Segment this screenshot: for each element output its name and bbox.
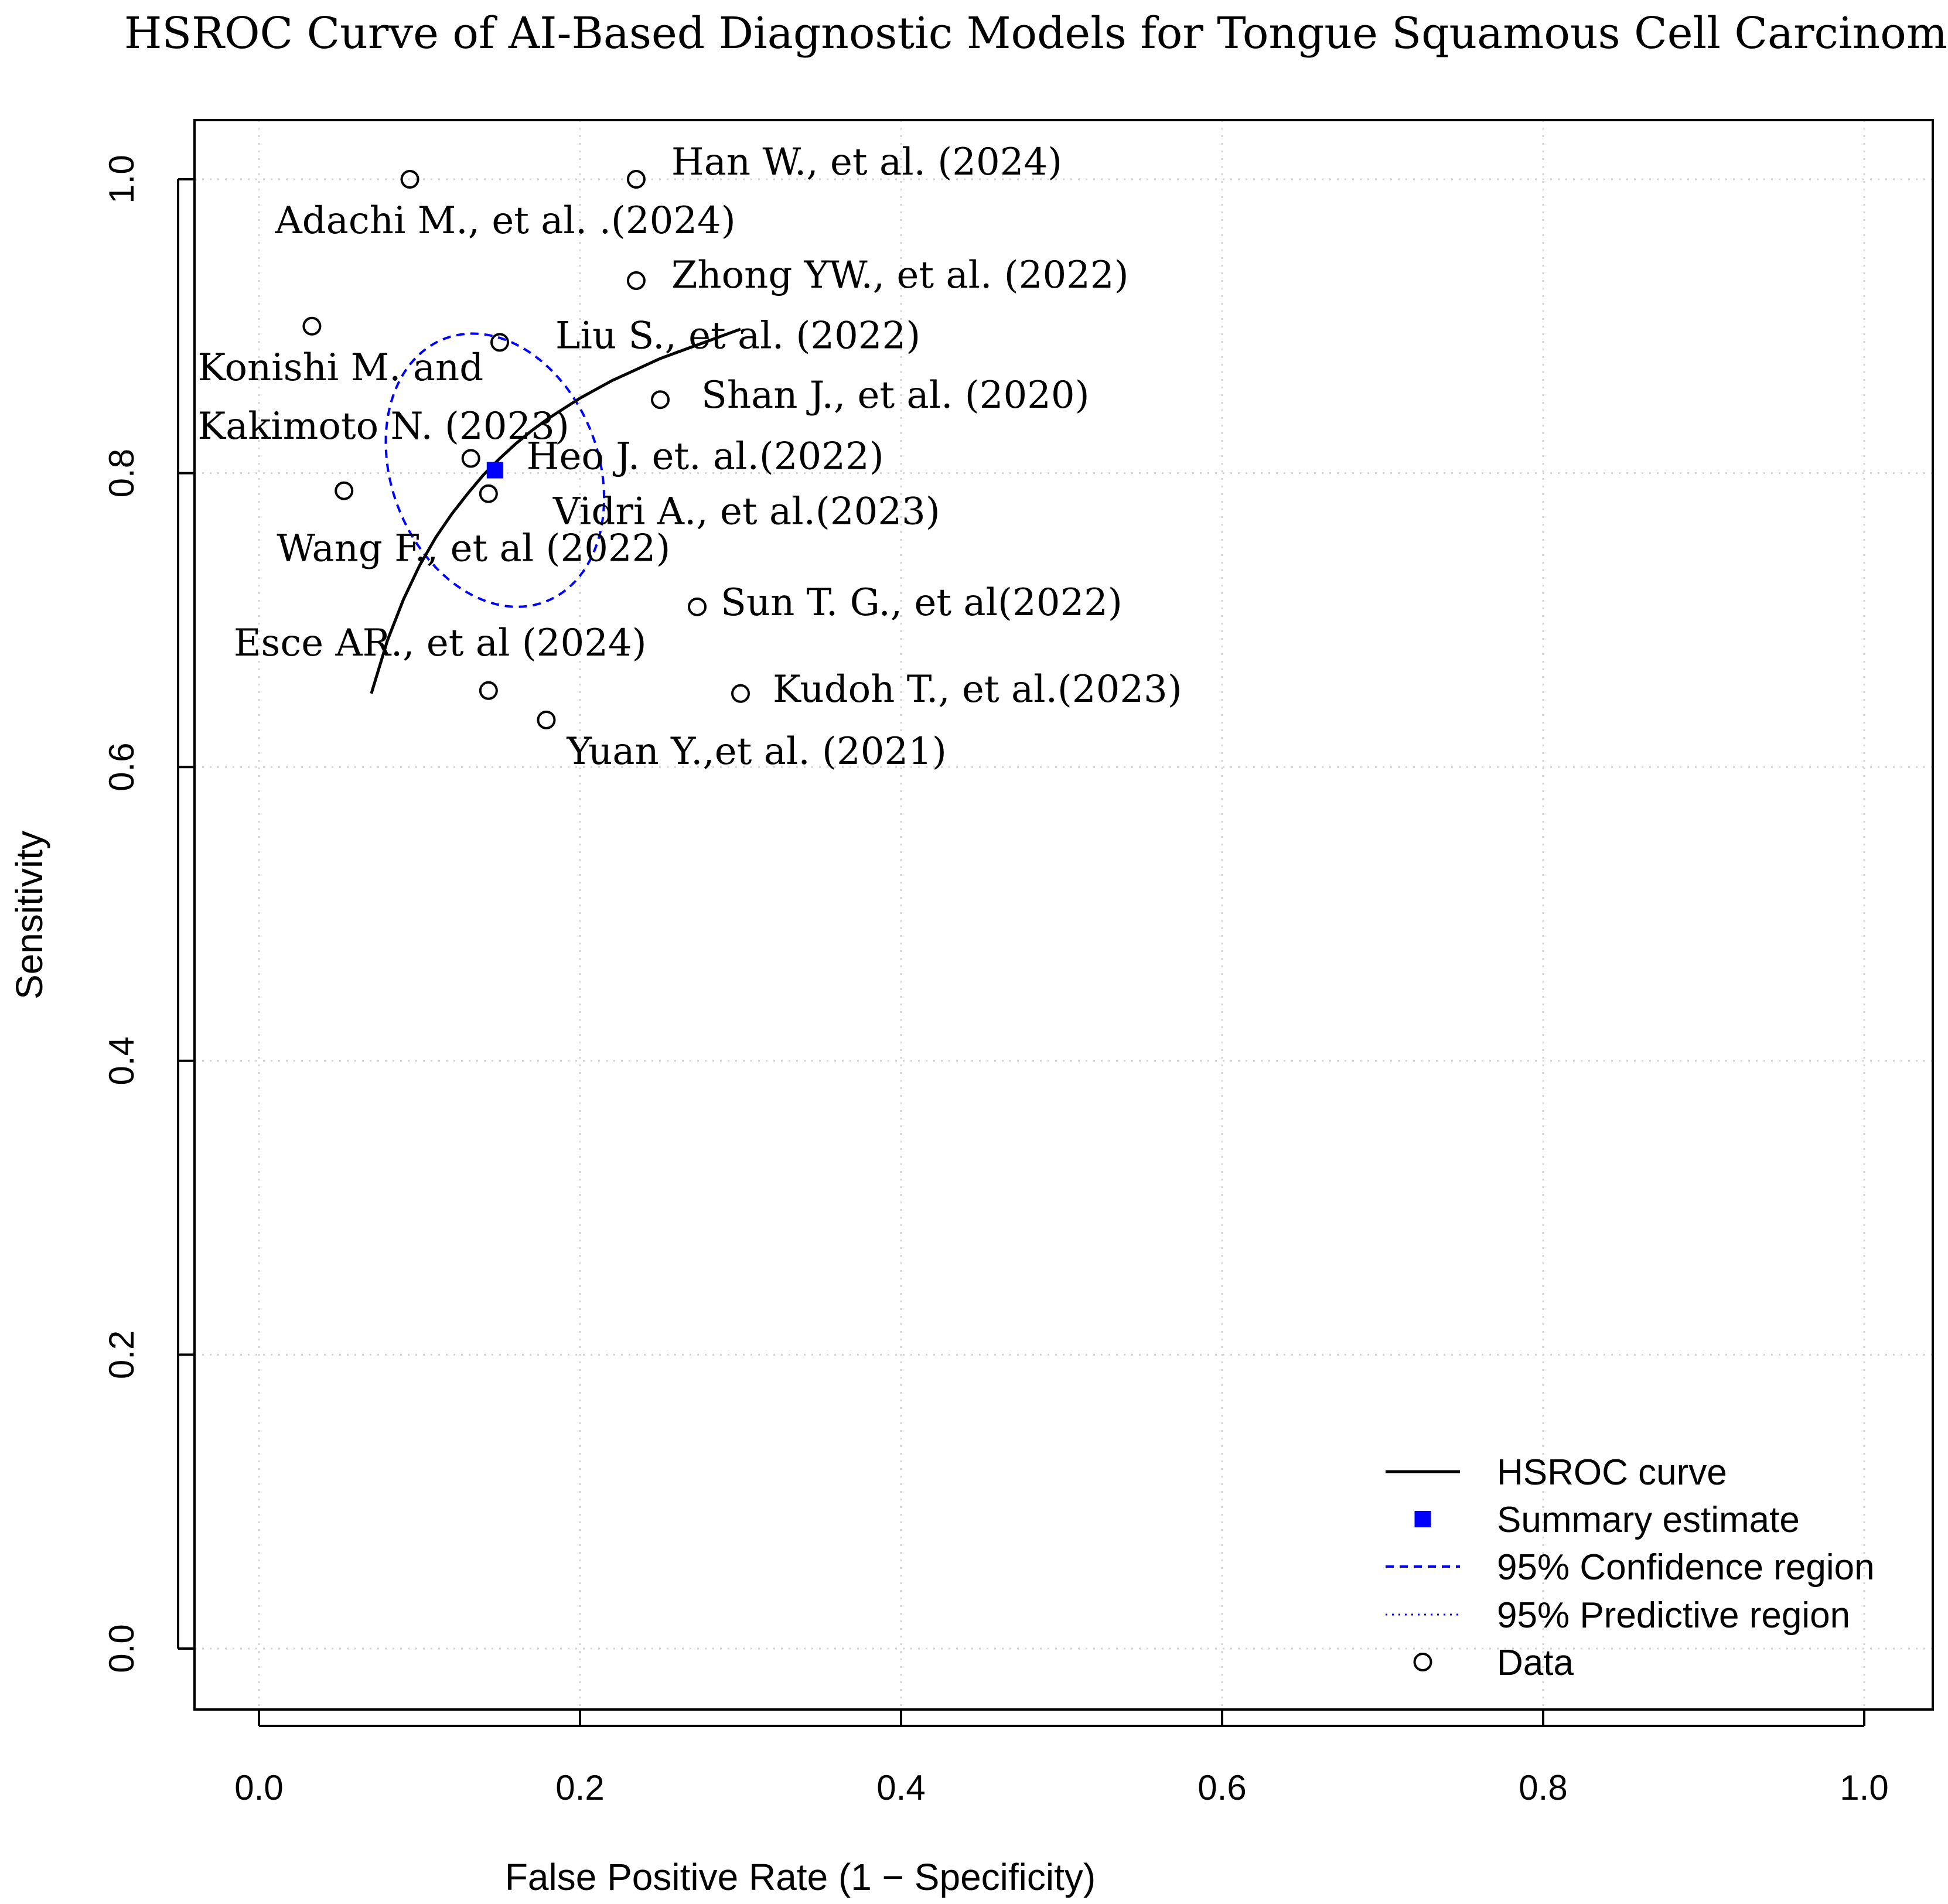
study-data-point bbox=[537, 710, 556, 729]
study-data-point bbox=[626, 271, 646, 291]
legend-label: 95% Confidence region bbox=[1497, 1547, 1875, 1588]
x-tick-label: 0.2 bbox=[555, 1768, 604, 1807]
study-label: Kudoh T., et al.(2023) bbox=[773, 668, 1182, 711]
legend-symbol-data bbox=[1413, 1653, 1432, 1671]
axes: 0.0 0.2 0.4 0.6 0.8 1.0 0.0 0.2 0.4 0.6 0.8 1.0 bbox=[102, 155, 1889, 1807]
study-data-point bbox=[461, 449, 480, 468]
study-labels-layer: Han W., et al. (2024) Adachi M., et al. .… bbox=[197, 141, 1182, 773]
y-tick-label: 0.2 bbox=[102, 1330, 141, 1379]
x-tick-label: 0.6 bbox=[1198, 1768, 1246, 1807]
y-tick-label: 1.0 bbox=[102, 155, 141, 203]
grid bbox=[195, 120, 1933, 1709]
y-axis-label: Sensitivity bbox=[8, 831, 50, 999]
study-data-point bbox=[688, 597, 707, 616]
y-tick-label: 0.8 bbox=[102, 449, 141, 497]
summary-layer bbox=[486, 462, 503, 479]
legend-symbol-summary-estimate bbox=[1414, 1511, 1431, 1527]
study-data-point bbox=[335, 481, 354, 500]
study-data-point bbox=[490, 333, 509, 352]
legend-label: 95% Predictive region bbox=[1497, 1595, 1850, 1636]
study-label: Esce AR., et al (2024) bbox=[234, 622, 647, 665]
legend-label: HSROC curve bbox=[1497, 1452, 1727, 1493]
plot-frame bbox=[193, 119, 1934, 1711]
chart-title: HSROC Curve of AI-Based Diagnostic Model… bbox=[124, 8, 1948, 59]
y-tick-label: 0.4 bbox=[102, 1036, 141, 1085]
study-label: Han W., et al. (2024) bbox=[671, 141, 1062, 184]
study-label: Konishi M. and bbox=[197, 346, 483, 390]
legend-label: Data bbox=[1497, 1643, 1574, 1683]
hsroc-curve-layer bbox=[370, 327, 741, 694]
study-label: Heo J. et. al.(2022) bbox=[527, 435, 884, 479]
study-label: Sun T. G., et al(2022) bbox=[721, 581, 1123, 625]
study-label: Yuan Y.,et al. (2021) bbox=[566, 730, 946, 773]
study-label: Zhong YW., et al. (2022) bbox=[671, 254, 1129, 297]
study-data-point bbox=[479, 681, 498, 700]
confidence-region-ellipse bbox=[384, 332, 606, 608]
study-data-point bbox=[731, 684, 750, 703]
y-tick-label: 0.0 bbox=[102, 1624, 141, 1673]
study-label: Vidri A., et al.(2023) bbox=[552, 490, 940, 534]
study-label-line2: Kakimoto N. (2023) bbox=[197, 405, 569, 448]
x-tick-label: 0.4 bbox=[876, 1768, 925, 1807]
study-label: Shan J., et al. (2020) bbox=[701, 374, 1090, 417]
study-data-point bbox=[302, 316, 322, 336]
study-label: Wang F., et al (2022) bbox=[277, 527, 670, 571]
study-label: Adachi M., et al. .(2024) bbox=[275, 199, 736, 243]
confidence-region-layer bbox=[384, 332, 606, 608]
x-tick-label: 0.8 bbox=[1519, 1768, 1567, 1807]
study-data-point bbox=[626, 170, 646, 189]
data-points-layer bbox=[302, 170, 750, 729]
study-data-point bbox=[400, 170, 419, 189]
legend-label: Summary estimate bbox=[1497, 1500, 1800, 1540]
hsroc-curve-line bbox=[370, 327, 741, 694]
y-tick-label: 0.6 bbox=[102, 742, 141, 791]
x-axis-label: False Positive Rate (1 − Specificity) bbox=[505, 1856, 1096, 1898]
study-data-point bbox=[651, 390, 670, 410]
summary-estimate-marker bbox=[486, 462, 503, 479]
legend: HSROC curve Summary estimate 95% Confidenc… bbox=[1386, 1452, 1875, 1683]
study-label: Liu S., et al. (2022) bbox=[555, 314, 920, 357]
study-data-point bbox=[479, 484, 498, 503]
x-tick-label: 0.0 bbox=[234, 1768, 283, 1807]
x-tick-label: 1.0 bbox=[1840, 1768, 1888, 1807]
